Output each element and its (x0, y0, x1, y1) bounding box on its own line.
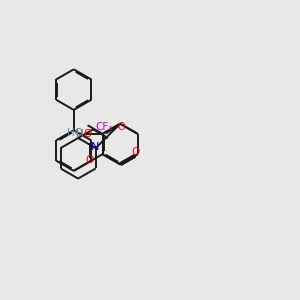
Text: N: N (91, 142, 99, 152)
Text: O: O (84, 129, 92, 139)
Text: O: O (117, 122, 125, 132)
Text: O: O (85, 154, 94, 164)
Text: H: H (76, 129, 84, 139)
Text: CF₃: CF₃ (95, 122, 112, 132)
Text: HO: HO (67, 128, 83, 138)
Text: O: O (132, 147, 140, 157)
